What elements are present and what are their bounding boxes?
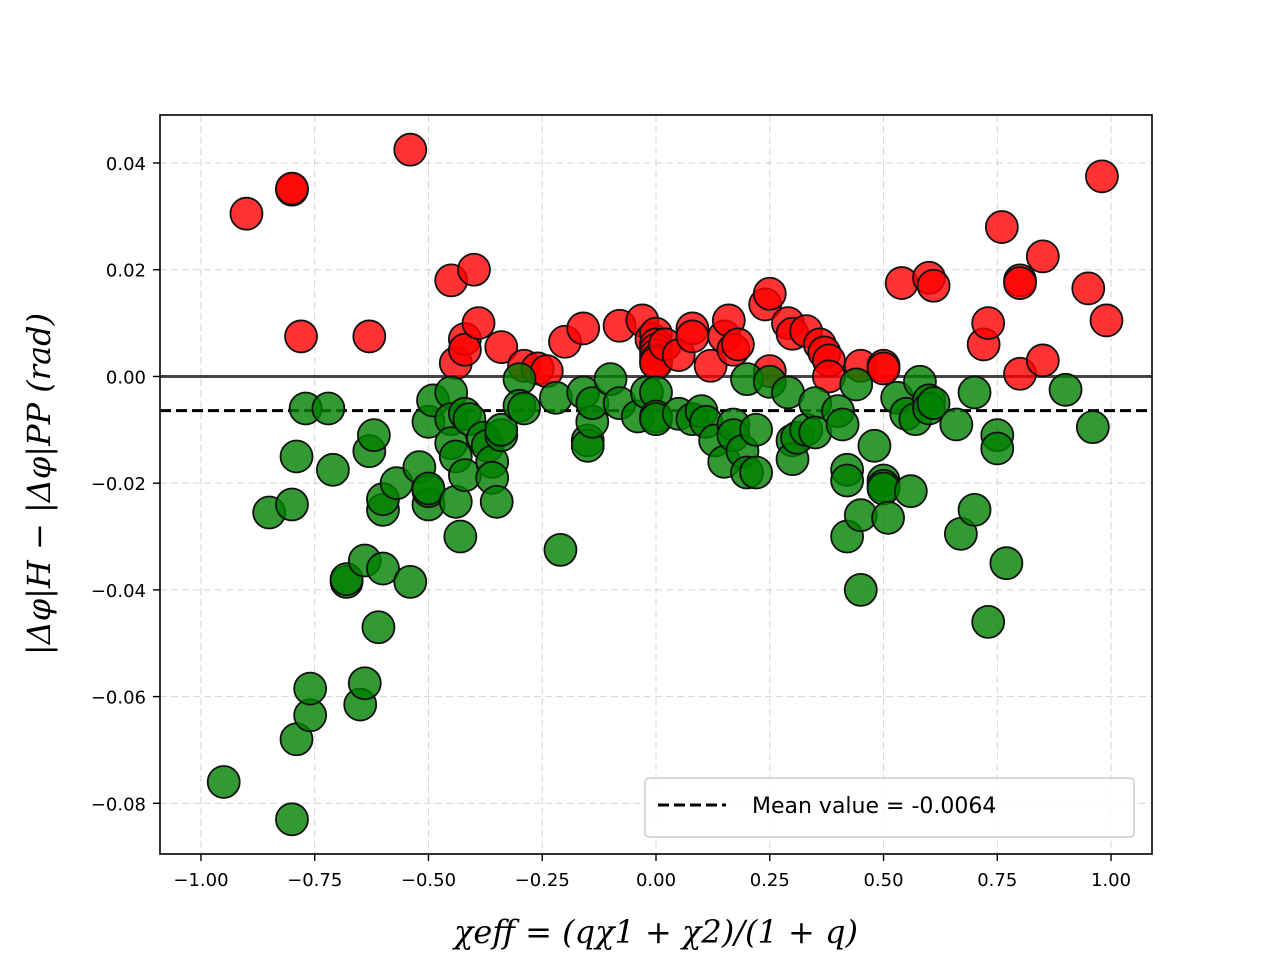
x-tick-label: 0.00: [636, 870, 676, 891]
negative-point: [1075, 410, 1110, 445]
positive-point: [721, 327, 755, 362]
negative-point: [538, 380, 573, 415]
positive-point: [866, 351, 901, 386]
negative-point: [316, 452, 350, 487]
positive-point: [1089, 303, 1124, 338]
negative-point: [356, 418, 391, 453]
x-tick-label: −0.50: [401, 870, 456, 891]
negative-point: [347, 666, 382, 701]
negative-point: [507, 391, 541, 426]
negative-point: [980, 431, 1015, 466]
negative-point: [871, 500, 905, 535]
y-tick-label: 0.04: [106, 154, 146, 175]
x-tick-label: 0.50: [863, 870, 903, 891]
positive-point: [461, 306, 496, 340]
positive-point: [1003, 266, 1037, 300]
negative-point: [957, 492, 992, 527]
y-tick-label: −0.08: [91, 794, 146, 815]
negative-point: [971, 604, 1006, 639]
negative-point: [311, 391, 346, 426]
negative-point: [739, 455, 774, 490]
positive-point: [447, 332, 482, 367]
legend-box: [644, 777, 1135, 838]
legend-label: Mean value = -0.0064: [752, 794, 996, 819]
negative-point: [830, 463, 865, 498]
x-axis-label: χeff = (qχ1 + χ2)/(1 + q): [452, 913, 858, 951]
negative-point: [479, 484, 514, 519]
negative-point: [443, 519, 478, 554]
positive-point: [566, 311, 601, 346]
y-tick-label: −0.04: [91, 581, 146, 602]
x-tick-label: 1.00: [1091, 870, 1131, 891]
positive-point: [984, 210, 1019, 244]
negative-point: [989, 546, 1024, 581]
positive-point: [1025, 239, 1060, 274]
positive-point: [1071, 271, 1106, 306]
negative-point: [279, 439, 314, 474]
x-tick-label: −0.75: [287, 870, 342, 891]
positive-point: [352, 319, 387, 354]
negative-point: [825, 407, 860, 442]
x-tick-label: 0.25: [750, 870, 790, 891]
negative-point: [361, 610, 396, 645]
negative-point: [293, 671, 328, 706]
negative-point: [857, 428, 892, 463]
y-tick-label: −0.02: [91, 474, 146, 495]
negative-point: [275, 802, 309, 837]
negative-point: [916, 386, 951, 421]
positive-point: [275, 171, 309, 206]
positive-point: [393, 132, 428, 167]
x-axis-ticks: −1.00 −0.75 −0.50 −0.25 0.00 0.25 0.50 0.75 1.00: [173, 854, 1131, 891]
y-axis-ticks: 0.04 0.02 0.00 −0.02 −0.04 −0.06 −0.08: [91, 154, 160, 815]
x-tick-label: −0.25: [515, 870, 570, 891]
positive-point: [1085, 159, 1119, 194]
negative-point: [206, 765, 241, 799]
y-tick-label: 0.02: [106, 261, 146, 282]
negative-point: [739, 412, 774, 447]
positive-point: [971, 306, 1006, 340]
negative-point: [1048, 372, 1083, 407]
negative-point: [843, 572, 878, 607]
y-tick-label: −0.06: [91, 688, 146, 709]
negative-point: [366, 551, 400, 586]
x-tick-label: 0.75: [977, 870, 1017, 891]
negative-point: [839, 367, 874, 402]
negative-point: [893, 474, 928, 509]
positive-point: [457, 252, 491, 287]
positive-point: [484, 330, 519, 365]
positive-point: [284, 319, 318, 354]
negative-point: [957, 375, 992, 410]
positive-point: [916, 268, 951, 303]
negative-point: [411, 471, 446, 506]
legend: Mean value = -0.0064: [644, 777, 1135, 838]
positive-point: [1025, 343, 1060, 378]
y-axis-label: |Δφ|H − |Δφ|PP (rad): [20, 313, 58, 655]
negative-point: [939, 407, 974, 442]
negative-point: [543, 532, 578, 567]
y-tick-label: 0.00: [106, 367, 146, 388]
data-points: [206, 132, 1124, 837]
negative-point: [484, 412, 519, 447]
positive-point: [229, 196, 264, 231]
x-tick-label: −1.00: [173, 870, 228, 891]
negative-point: [393, 564, 428, 599]
positive-point: [675, 319, 710, 354]
positive-point: [884, 266, 919, 300]
positive-point: [752, 276, 787, 311]
negative-point: [275, 487, 309, 522]
